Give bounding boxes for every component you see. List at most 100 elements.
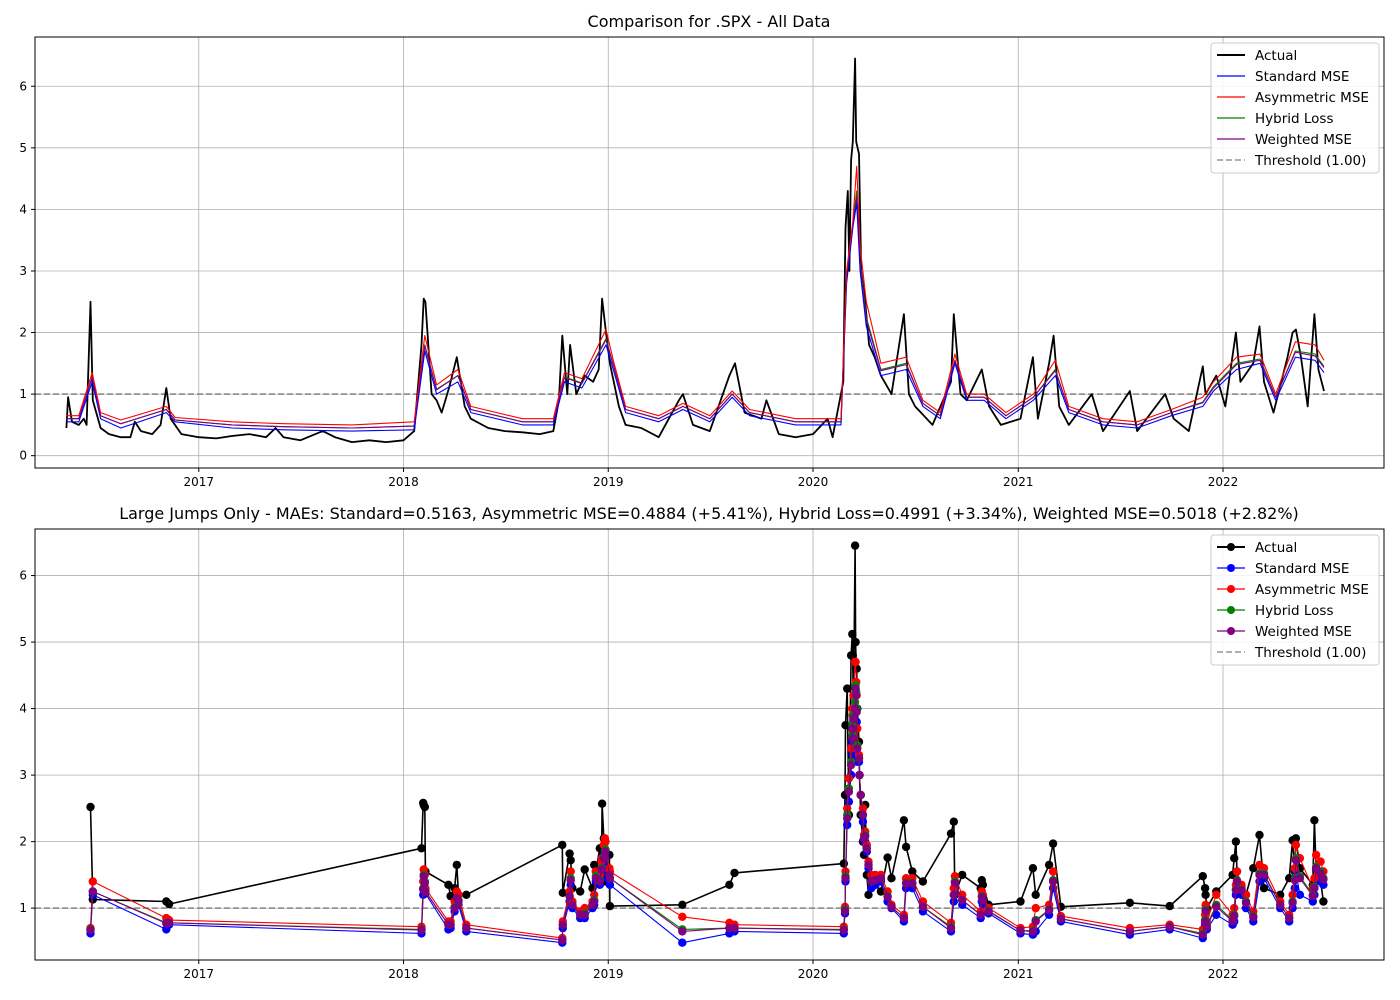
bottom-chart-x-tick-label: 2019 bbox=[593, 967, 624, 981]
bottom-chart-asymmetric-point bbox=[1288, 890, 1297, 899]
bottom-chart-actual-point bbox=[1031, 890, 1040, 899]
bottom-chart-weighted-point bbox=[852, 691, 861, 700]
bottom-chart-weighted-point bbox=[864, 860, 873, 870]
bottom-chart-legend-marker bbox=[1227, 564, 1235, 572]
bottom-chart-actual-point bbox=[420, 802, 429, 812]
bottom-chart-weighted-point bbox=[446, 920, 455, 929]
top-chart-frame bbox=[34, 36, 1385, 469]
bottom-chart-weighted-point bbox=[887, 902, 896, 911]
bottom-chart-legend-marker bbox=[1227, 627, 1235, 635]
bottom-chart-asymmetric-point bbox=[678, 912, 687, 921]
top-chart-y-ticks: 0 1 2 3 4 5 6 bbox=[19, 79, 35, 463]
bottom-chart-actual-point bbox=[887, 874, 896, 883]
top-chart-standard-line bbox=[66, 202, 1325, 432]
bottom-chart-title: Large Jumps Only - MAEs: Standard=0.5163… bbox=[119, 504, 1299, 523]
bottom-chart-standard-point bbox=[1295, 890, 1305, 899]
top-chart-legend-label: Asymmetric MSE bbox=[1255, 90, 1369, 106]
top-chart-legend-box bbox=[1210, 42, 1380, 174]
top-chart-x-tick-label: 2018 bbox=[388, 475, 419, 489]
bottom-chart-actual-point bbox=[1165, 901, 1174, 911]
bottom-chart-actual-point bbox=[901, 842, 911, 852]
bottom-chart-weighted-point bbox=[1056, 914, 1066, 923]
bottom-chart-y-tick-label: 6 bbox=[19, 569, 27, 583]
bottom-chart-actual-point bbox=[848, 629, 857, 639]
bottom-chart-weighted-point bbox=[839, 925, 848, 935]
top-chart-x-tick-label: 2017 bbox=[184, 475, 215, 489]
bottom-chart-actual-point bbox=[839, 859, 848, 868]
bottom-chart-actual-point bbox=[597, 799, 607, 808]
top-chart-legend-label: Actual bbox=[1255, 48, 1297, 64]
bottom-chart-legend-marker bbox=[1227, 585, 1235, 593]
bottom-chart-actual-point bbox=[949, 817, 958, 826]
bottom-chart-weighted-point bbox=[450, 903, 459, 913]
top-chart-actual-line bbox=[65, 57, 1325, 444]
bottom-chart-actual-point bbox=[1201, 890, 1210, 899]
top-chart-series bbox=[35, 57, 1384, 444]
bottom-chart-asymmetric-point bbox=[1048, 867, 1058, 876]
top-chart-grid bbox=[35, 37, 1384, 468]
bottom-chart-asymmetric-point bbox=[851, 657, 860, 667]
top-chart-title: Comparison for .SPX - All Data bbox=[588, 12, 831, 31]
bottom-chart-weighted-point bbox=[558, 920, 567, 929]
bottom-chart-weighted-series bbox=[86, 684, 1328, 945]
bottom-chart-weighted-point bbox=[730, 923, 739, 933]
bottom-chart-weighted-point bbox=[1031, 917, 1040, 926]
bottom-chart-weighted-point bbox=[1165, 922, 1174, 931]
bottom-chart-actual-point bbox=[1028, 864, 1038, 873]
bottom-chart-actual-point bbox=[452, 860, 461, 870]
bottom-chart-weighted-point bbox=[844, 787, 854, 796]
bottom-chart-weighted-point bbox=[908, 879, 917, 888]
bottom-chart-weighted-point bbox=[678, 927, 687, 936]
bottom-chart-weighted-point bbox=[918, 902, 928, 911]
bottom-chart-actual-point bbox=[864, 890, 873, 899]
bottom-chart-weighted-point bbox=[597, 865, 607, 874]
bottom-chart-weighted-point bbox=[1285, 913, 1294, 923]
top-chart-asymmetric-line bbox=[66, 165, 1325, 426]
top-chart-x-tick-label: 2022 bbox=[1208, 475, 1239, 489]
bottom-chart-actual-point bbox=[164, 899, 174, 909]
bottom-chart-weighted-point bbox=[856, 790, 865, 800]
bottom-chart-y-tick-label: 2 bbox=[19, 835, 27, 849]
bottom-chart-weighted-point bbox=[1044, 905, 1054, 915]
bottom-chart-actual-point bbox=[558, 888, 567, 897]
bottom-chart-actual-point bbox=[730, 868, 739, 878]
bottom-chart-weighted-point bbox=[978, 895, 988, 905]
bottom-chart-weighted-point bbox=[1295, 874, 1305, 883]
bottom-chart-actual-point bbox=[851, 637, 860, 647]
top-chart-x-tick-label: 2020 bbox=[798, 475, 829, 489]
bottom-chart-x-ticks: 2017 2018 2019 2020 2021 2022 bbox=[184, 960, 1238, 981]
top-chart-legend-label: Hybrid Loss bbox=[1255, 111, 1333, 127]
bottom-chart-actual-point bbox=[1319, 897, 1328, 906]
bottom-chart-asymmetric-point bbox=[1212, 890, 1221, 899]
top-chart-weighted-line bbox=[66, 196, 1325, 429]
bottom-chart-actual-point bbox=[417, 844, 426, 853]
bottom-chart-standard-point bbox=[605, 880, 615, 889]
bottom-chart-actual-point bbox=[725, 880, 734, 889]
bottom-chart-weighted-point bbox=[1230, 911, 1239, 921]
bottom-chart-actual-point bbox=[1249, 864, 1258, 873]
bottom-chart-actual-point bbox=[462, 890, 471, 899]
bottom-chart-actual-point bbox=[899, 816, 909, 825]
bottom-chart-weighted-point bbox=[1198, 930, 1208, 939]
bottom-chart-weighted-point bbox=[86, 925, 95, 935]
bottom-chart-actual-point bbox=[576, 887, 585, 896]
bottom-chart-weighted-point bbox=[1288, 898, 1297, 907]
bottom-chart-weighted-point bbox=[1310, 884, 1319, 893]
bottom-chart-actual-point bbox=[841, 721, 850, 730]
bottom-chart-weighted-point bbox=[565, 891, 574, 901]
bottom-chart-actual-point bbox=[1291, 834, 1301, 843]
bottom-chart-asymmetric-point bbox=[566, 867, 575, 876]
bottom-chart-actual-point bbox=[1200, 884, 1210, 893]
top-chart-y-tick-label: 1 bbox=[19, 387, 27, 401]
bottom-chart-weighted-point bbox=[568, 900, 577, 909]
bottom-chart-y-ticks: 1 2 3 4 5 6 bbox=[19, 569, 35, 915]
bottom-chart-weighted-point bbox=[846, 760, 856, 770]
bottom-chart-actual-point bbox=[848, 651, 857, 660]
bottom-chart-actual-point bbox=[590, 860, 599, 870]
bottom-chart-standard-point bbox=[949, 897, 958, 906]
bottom-chart-weighted-point bbox=[851, 684, 860, 693]
bottom-chart-weighted-point bbox=[1249, 913, 1258, 922]
bottom-chart-legend-label: Standard MSE bbox=[1255, 561, 1349, 577]
bottom-chart-legend-label: Threshold (1.00) bbox=[1254, 645, 1366, 661]
bottom-chart-actual-point bbox=[580, 865, 589, 874]
